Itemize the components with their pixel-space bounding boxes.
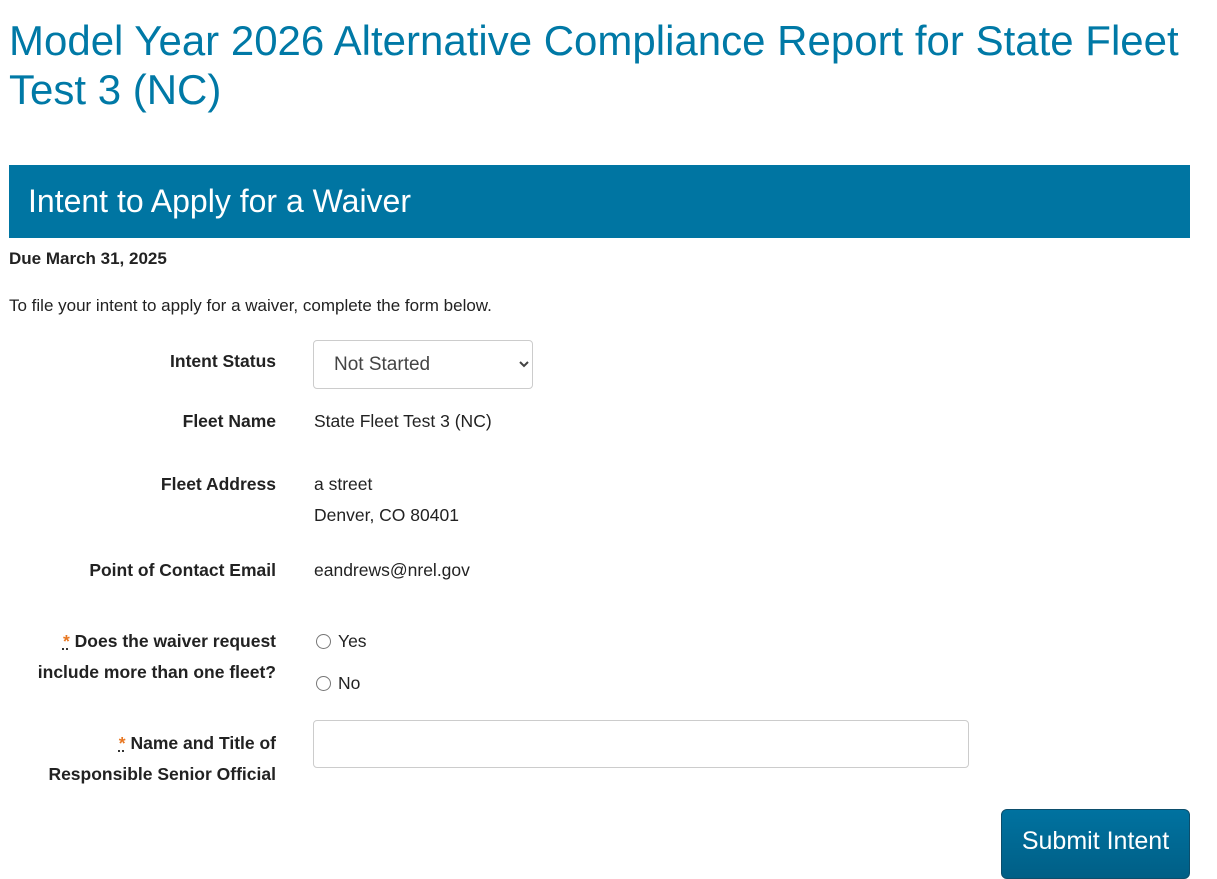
intent-status-select[interactable]: Not Started: [313, 340, 533, 389]
section-title: Intent to Apply for a Waiver: [28, 183, 411, 219]
radio-no-label: No: [338, 673, 361, 693]
multi-fleet-label-line-2: include more than one fleet?: [37, 662, 276, 682]
official-label-line-2: Responsible Senior Official: [48, 764, 276, 784]
due-date: Due March 31, 2025: [9, 249, 167, 268]
fleet-address-label: Fleet Address: [160, 474, 276, 494]
intent-status-label: Intent Status: [170, 351, 276, 371]
official-name-input[interactable]: [313, 720, 969, 768]
multi-fleet-label-line-1: Does the waiver request: [74, 631, 276, 651]
intro-text: To file your intent to apply for a waive…: [9, 296, 492, 315]
radio-yes[interactable]: Yes: [316, 631, 367, 652]
official-label: * Name and Title of Responsible Senior O…: [48, 728, 276, 790]
required-marker: *: [118, 733, 126, 753]
page-title: Model Year 2026 Alternative Compliance R…: [9, 17, 1179, 113]
fleet-name-label: Fleet Name: [182, 411, 276, 431]
radio-yes-label: Yes: [338, 631, 367, 651]
address-line-2: Denver, CO 80401: [314, 505, 459, 525]
multi-fleet-label: * Does the waiver request include more t…: [38, 626, 276, 688]
poc-email-value: eandrews@nrel.gov: [314, 560, 470, 580]
poc-email-label: Point of Contact Email: [89, 560, 276, 580]
radio-no-input[interactable]: [316, 676, 331, 691]
radio-yes-input[interactable]: [316, 634, 331, 649]
radio-no[interactable]: No: [316, 673, 360, 694]
address-line-1: a street: [314, 474, 373, 494]
section-header: Intent to Apply for a Waiver: [9, 165, 1190, 238]
official-label-line-1: Name and Title of: [130, 733, 276, 753]
submit-intent-button[interactable]: Submit Intent: [1001, 809, 1190, 879]
required-marker: *: [62, 631, 70, 651]
fleet-name-value: State Fleet Test 3 (NC): [314, 411, 492, 431]
fleet-address-value: a street Denver, CO 80401: [314, 469, 459, 531]
